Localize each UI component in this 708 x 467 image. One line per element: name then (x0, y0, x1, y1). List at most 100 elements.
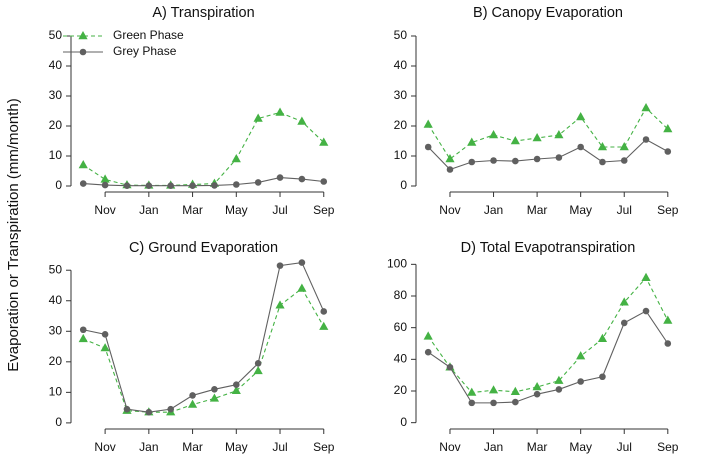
data-point (468, 158, 476, 166)
x-tick-label: Nov (439, 440, 460, 454)
panel-title: A) Transpiration (152, 5, 254, 21)
y-tick-label: 60 (394, 320, 408, 334)
data-point (663, 315, 673, 324)
data-point (642, 136, 650, 143)
x-tick-label: Jan (139, 440, 158, 454)
y-tick-label: 20 (49, 354, 63, 368)
data-point (254, 360, 262, 367)
data-point (100, 174, 110, 183)
data-point (664, 148, 672, 155)
data-point (423, 119, 433, 128)
data-point (211, 182, 218, 189)
data-point (320, 178, 328, 185)
x-tick-label: Jan (139, 203, 158, 217)
data-point (189, 392, 196, 399)
x-tick-label: Nov (94, 203, 115, 217)
data-point (446, 363, 454, 371)
data-point (232, 381, 240, 389)
y-tick-label: 20 (49, 118, 63, 132)
y-tick-label: 10 (394, 148, 408, 162)
data-point (145, 408, 153, 416)
data-point (620, 157, 628, 164)
data-point (189, 182, 196, 189)
x-tick-label: Jan (484, 203, 503, 217)
data-point (468, 399, 476, 407)
x-tick-label: Sep (657, 440, 679, 454)
data-point (275, 107, 285, 116)
data-point (446, 166, 454, 173)
y-tick-label: 40 (394, 58, 408, 72)
legend-marker (79, 48, 87, 56)
x-tick-label: Jul (272, 203, 287, 217)
x-tick-label: Mar (182, 440, 203, 454)
data-point (319, 321, 329, 330)
data-point (619, 142, 629, 151)
data-point (79, 180, 87, 187)
y-tick-label: 10 (49, 148, 63, 162)
series-line (427, 107, 669, 160)
y-tick-label: 30 (49, 88, 63, 102)
y-tick-label: 0 (55, 178, 62, 192)
series-line (83, 177, 324, 187)
data-point (554, 375, 564, 384)
data-point (576, 351, 586, 360)
data-point (533, 155, 541, 163)
series-line (427, 138, 669, 171)
data-point (664, 340, 672, 347)
data-point (100, 343, 110, 352)
data-point (445, 154, 455, 163)
data-point (78, 160, 88, 169)
y-tick-label: 100 (387, 257, 407, 271)
y-tick-label: 50 (49, 28, 63, 42)
data-point (554, 130, 564, 139)
series-line (82, 111, 325, 186)
data-point (78, 333, 88, 343)
data-point (253, 113, 263, 122)
data-point (424, 143, 432, 151)
data-point (231, 385, 241, 395)
data-point (532, 133, 542, 142)
y-tick-label: 20 (394, 383, 408, 397)
data-point (663, 124, 673, 133)
data-point (642, 307, 650, 315)
data-point (597, 333, 608, 342)
x-tick-label: Sep (657, 203, 679, 217)
data-point (619, 297, 629, 306)
data-point (641, 272, 651, 281)
data-point (319, 137, 329, 146)
y-tick-label: 30 (394, 88, 408, 102)
data-point (231, 154, 241, 163)
data-point (276, 174, 284, 181)
legend-marker (78, 31, 88, 40)
data-point (577, 378, 584, 385)
data-point (555, 154, 563, 161)
y-tick-label: 30 (49, 323, 63, 337)
data-point (620, 319, 628, 327)
x-tick-label: May (225, 440, 248, 454)
x-tick-label: Jul (272, 440, 287, 454)
data-point (532, 382, 542, 391)
x-tick-label: Nov (94, 440, 115, 454)
data-point (167, 182, 175, 189)
y-tick-label: 20 (394, 118, 408, 132)
series-line (427, 310, 669, 404)
y-tick-label: 40 (49, 293, 63, 307)
data-point (510, 136, 520, 145)
legend-label: Green Phase (113, 28, 184, 42)
data-point (510, 386, 520, 395)
y-tick-label: 80 (394, 288, 408, 302)
data-point (423, 331, 433, 340)
data-point (512, 157, 519, 165)
data-point (488, 385, 499, 394)
data-point (254, 179, 262, 186)
data-point (488, 130, 499, 139)
data-point (232, 181, 240, 188)
x-tick-label: Sep (313, 203, 335, 217)
data-point (320, 308, 328, 315)
data-point (276, 262, 284, 269)
x-tick-label: Jul (617, 203, 632, 217)
x-tick-label: Nov (439, 203, 460, 217)
data-point (298, 259, 306, 266)
series-line (83, 261, 325, 413)
